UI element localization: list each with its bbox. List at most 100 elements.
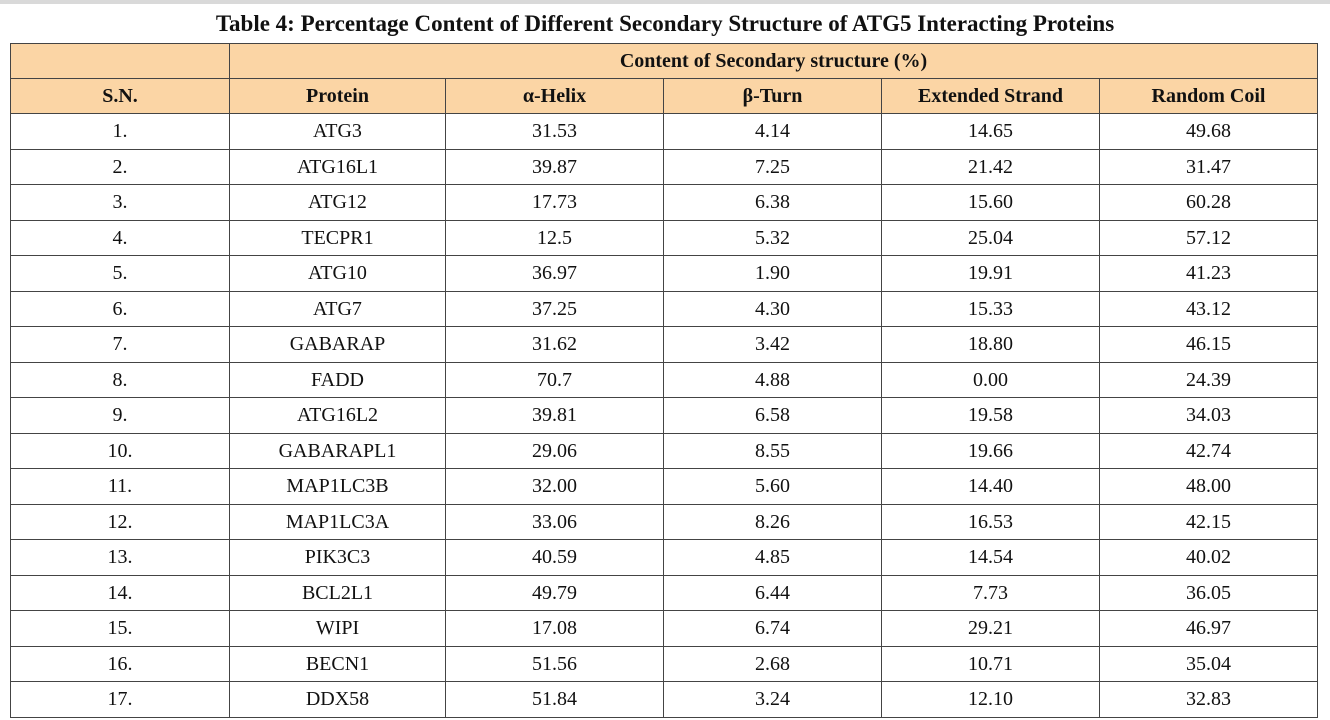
- table-row: 13. PIK3C3 40.59 4.85 14.54 40.02: [10, 539, 1319, 576]
- cell-beta-turn: 4.30: [663, 290, 882, 327]
- cell-sn: 16.: [10, 645, 230, 682]
- cell-extended-strand: 19.58: [881, 397, 1100, 434]
- cell-sn: 7.: [10, 326, 230, 363]
- cell-alpha-helix: 51.84: [445, 681, 664, 718]
- cell-alpha-helix: 31.53: [445, 113, 664, 150]
- table-body: 1. ATG3 31.53 4.14 14.65 49.68 2. ATG16L1 39.87 7…: [10, 113, 1319, 718]
- cell-protein: PIK3C3: [229, 539, 446, 576]
- cell-beta-turn: 8.26: [663, 503, 882, 540]
- cell-sn: 1.: [10, 113, 230, 150]
- cell-protein: FADD: [229, 361, 446, 398]
- table-row: 17. DDX58 51.84 3.24 12.10 32.83: [10, 681, 1319, 718]
- cell-beta-turn: 6.58: [663, 397, 882, 434]
- cell-beta-turn: 6.44: [663, 574, 882, 611]
- table-row: 1. ATG3 31.53 4.14 14.65 49.68: [10, 113, 1319, 150]
- cell-sn: 8.: [10, 361, 230, 398]
- cell-extended-strand: 14.40: [881, 468, 1100, 505]
- cell-random-coil: 34.03: [1098, 397, 1319, 434]
- table-row: 8. FADD 70.7 4.88 0.00 24.39: [10, 361, 1319, 398]
- cell-protein: GABARAPL1: [229, 432, 446, 469]
- cell-random-coil: 31.47: [1098, 148, 1319, 185]
- cell-protein: ATG12: [229, 184, 446, 221]
- cell-sn: 13.: [10, 539, 230, 576]
- top-divider: [0, 0, 1330, 4]
- cell-beta-turn: 1.90: [663, 255, 882, 292]
- cell-protein: DDX58: [229, 681, 446, 718]
- cell-sn: 3.: [10, 184, 230, 221]
- cell-protein: ATG3: [229, 113, 446, 150]
- cell-extended-strand: 14.65: [881, 113, 1100, 150]
- table-row: 4. TECPR1 12.5 5.32 25.04 57.12: [10, 219, 1319, 256]
- cell-beta-turn: 2.68: [663, 645, 882, 682]
- cell-alpha-helix: 36.97: [445, 255, 664, 292]
- cell-alpha-helix: 33.06: [445, 503, 664, 540]
- cell-extended-strand: 21.42: [881, 148, 1100, 185]
- cell-sn: 14.: [10, 574, 230, 611]
- column-header-sn: S.N.: [10, 78, 230, 114]
- cell-alpha-helix: 31.62: [445, 326, 664, 363]
- cell-protein: ATG16L1: [229, 148, 446, 185]
- cell-extended-strand: 25.04: [881, 219, 1100, 256]
- cell-protein: ATG10: [229, 255, 446, 292]
- cell-alpha-helix: 39.81: [445, 397, 664, 434]
- cell-random-coil: 57.12: [1098, 219, 1319, 256]
- cell-alpha-helix: 12.5: [445, 219, 664, 256]
- cell-extended-strand: 16.53: [881, 503, 1100, 540]
- cell-extended-strand: 7.73: [881, 574, 1100, 611]
- table-caption: Table 4: Percentage Content of Different…: [215, 11, 1115, 36]
- cell-beta-turn: 3.42: [663, 326, 882, 363]
- cell-random-coil: 35.04: [1098, 645, 1319, 682]
- cell-protein: BCL2L1: [229, 574, 446, 611]
- table-row: 11. MAP1LC3B 32.00 5.60 14.40 48.00: [10, 468, 1319, 505]
- cell-alpha-helix: 32.00: [445, 468, 664, 505]
- table-row: 12. MAP1LC3A 33.06 8.26 16.53 42.15: [10, 503, 1319, 540]
- column-header-alpha-helix: α-Helix: [445, 78, 664, 114]
- cell-sn: 2.: [10, 148, 230, 185]
- table-row: 15. WIPI 17.08 6.74 29.21 46.97: [10, 610, 1319, 647]
- cell-alpha-helix: 37.25: [445, 290, 664, 327]
- cell-protein: BECN1: [229, 645, 446, 682]
- cell-alpha-helix: 51.56: [445, 645, 664, 682]
- cell-random-coil: 49.68: [1098, 113, 1319, 150]
- cell-alpha-helix: 17.08: [445, 610, 664, 647]
- table-row: 5. ATG10 36.97 1.90 19.91 41.23: [10, 255, 1319, 292]
- cell-extended-strand: 12.10: [881, 681, 1100, 718]
- column-header-row: S.N. Protein α-Helix β-Turn Extended Str…: [10, 78, 1319, 114]
- cell-extended-strand: 15.60: [881, 184, 1100, 221]
- cell-random-coil: 40.02: [1098, 539, 1319, 576]
- column-header-protein: Protein: [229, 78, 446, 114]
- cell-random-coil: 36.05: [1098, 574, 1319, 611]
- table-row: 2. ATG16L1 39.87 7.25 21.42 31.47: [10, 148, 1319, 185]
- table-row: 6. ATG7 37.25 4.30 15.33 43.12: [10, 290, 1319, 327]
- cell-extended-strand: 14.54: [881, 539, 1100, 576]
- cell-random-coil: 32.83: [1098, 681, 1319, 718]
- cell-sn: 5.: [10, 255, 230, 292]
- cell-sn: 15.: [10, 610, 230, 647]
- cell-beta-turn: 4.88: [663, 361, 882, 398]
- table-row: 14. BCL2L1 49.79 6.44 7.73 36.05: [10, 574, 1319, 611]
- cell-alpha-helix: 39.87: [445, 148, 664, 185]
- cell-protein: WIPI: [229, 610, 446, 647]
- cell-alpha-helix: 29.06: [445, 432, 664, 469]
- cell-random-coil: 46.15: [1098, 326, 1319, 363]
- cell-random-coil: 46.97: [1098, 610, 1319, 647]
- cell-beta-turn: 6.74: [663, 610, 882, 647]
- group-header: Content of Secondary structure (%): [228, 43, 1319, 79]
- cell-sn: 4.: [10, 219, 230, 256]
- cell-sn: 9.: [10, 397, 230, 434]
- table-row: 7. GABARAP 31.62 3.42 18.80 46.15: [10, 326, 1319, 363]
- cell-extended-strand: 19.66: [881, 432, 1100, 469]
- table-row: 16. BECN1 51.56 2.68 10.71 35.04: [10, 645, 1319, 682]
- cell-beta-turn: 5.60: [663, 468, 882, 505]
- cell-beta-turn: 4.14: [663, 113, 882, 150]
- table-row: 10. GABARAPL1 29.06 8.55 19.66 42.74: [10, 432, 1319, 469]
- cell-extended-strand: 18.80: [881, 326, 1100, 363]
- group-header-empty-cell: [10, 43, 230, 79]
- cell-beta-turn: 4.85: [663, 539, 882, 576]
- cell-random-coil: 43.12: [1098, 290, 1319, 327]
- cell-random-coil: 48.00: [1098, 468, 1319, 505]
- table-row: 9. ATG16L2 39.81 6.58 19.58 34.03: [10, 397, 1319, 434]
- cell-beta-turn: 3.24: [663, 681, 882, 718]
- cell-alpha-helix: 70.7: [445, 361, 664, 398]
- group-header-row: Content of Secondary structure (%): [10, 43, 1319, 79]
